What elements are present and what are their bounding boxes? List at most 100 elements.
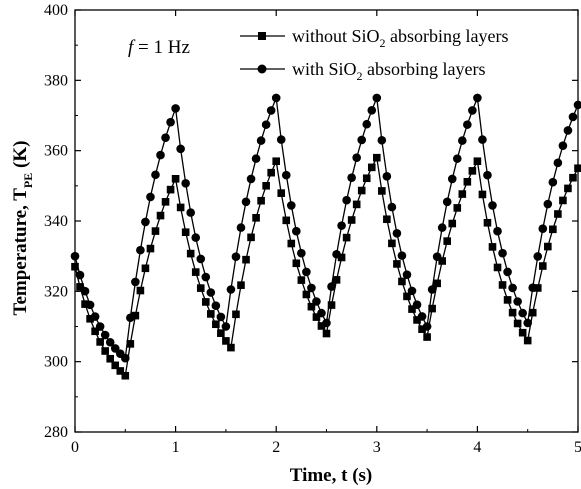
data-point xyxy=(317,322,326,330)
data-point xyxy=(417,312,427,321)
data-point xyxy=(297,276,306,284)
y-axis-label: Temperature, TPE (K) xyxy=(10,141,35,316)
data-point xyxy=(463,120,472,129)
data-point xyxy=(493,263,502,272)
data-point xyxy=(337,253,346,262)
data-point xyxy=(362,174,371,183)
data-point xyxy=(257,196,265,205)
legend-label: with SiO2 absorbing layers xyxy=(292,59,485,83)
data-point xyxy=(237,281,245,289)
data-point xyxy=(327,282,336,291)
data-point xyxy=(442,197,452,207)
data-point xyxy=(201,298,210,306)
data-point xyxy=(286,201,296,210)
data-point xyxy=(378,187,386,195)
data-point xyxy=(397,251,407,260)
data-point xyxy=(528,308,537,317)
data-point xyxy=(307,302,316,311)
data-point xyxy=(538,262,547,270)
data-point xyxy=(468,106,477,115)
data-point xyxy=(458,136,467,145)
data-point xyxy=(337,221,346,230)
data-point xyxy=(357,186,366,195)
data-point xyxy=(518,308,527,318)
data-point xyxy=(483,218,492,227)
data-point xyxy=(543,199,553,209)
data-point xyxy=(418,325,426,333)
data-point xyxy=(312,297,321,306)
data-point xyxy=(186,249,195,258)
data-point xyxy=(236,223,246,232)
data-point xyxy=(342,195,351,205)
data-point xyxy=(312,313,321,321)
data-point xyxy=(76,283,84,291)
data-point xyxy=(503,296,512,304)
series-without-sio2 xyxy=(71,153,581,380)
data-point xyxy=(121,371,130,380)
data-point xyxy=(413,316,421,324)
data-point xyxy=(86,314,94,323)
data-point xyxy=(196,254,206,264)
data-point xyxy=(508,308,517,317)
data-point xyxy=(292,259,301,268)
data-point xyxy=(262,181,270,190)
data-point xyxy=(85,300,95,310)
data-point xyxy=(111,361,120,370)
data-point xyxy=(212,320,220,329)
data-point xyxy=(166,185,175,194)
data-point xyxy=(488,201,497,210)
data-point xyxy=(388,239,396,248)
data-point xyxy=(156,211,165,220)
data-point xyxy=(563,126,573,135)
data-point xyxy=(105,337,115,347)
data-point xyxy=(171,104,180,113)
legend-label: without SiO2 absorbing layers xyxy=(292,26,508,50)
data-point xyxy=(151,170,160,180)
data-point xyxy=(272,157,280,166)
data-point xyxy=(382,172,392,181)
data-point xyxy=(423,333,431,341)
data-point xyxy=(453,204,462,212)
data-point xyxy=(90,312,100,321)
data-point xyxy=(483,170,492,180)
legend-item-0: without SiO2 absorbing layers xyxy=(240,26,508,50)
data-point xyxy=(468,167,477,175)
x-tick-label-0: 0 xyxy=(71,439,79,456)
data-point xyxy=(126,313,135,323)
data-point xyxy=(473,157,482,166)
y-tick-label-5: 380 xyxy=(44,72,68,89)
data-point xyxy=(166,117,175,127)
data-point xyxy=(554,210,562,218)
data-point xyxy=(242,255,250,264)
data-point xyxy=(538,224,548,233)
axis-layer: 0 1 2 3 4 5 280 300 320 340 360 380 400 xyxy=(44,2,581,456)
data-point xyxy=(261,120,271,129)
data-point xyxy=(427,285,437,294)
data-point xyxy=(437,223,447,232)
data-point xyxy=(176,203,185,212)
x-tick-label-1: 1 xyxy=(172,439,180,456)
data-point xyxy=(146,244,155,253)
y-tick-label-3: 340 xyxy=(44,213,68,230)
data-point xyxy=(367,163,376,172)
data-point xyxy=(322,329,331,338)
data-point xyxy=(549,225,557,234)
data-point xyxy=(191,268,200,276)
data-point xyxy=(156,150,165,160)
frequency-annotation: f = 1 Hz xyxy=(128,37,190,58)
data-point xyxy=(246,174,256,184)
data-point xyxy=(96,338,104,346)
data-point xyxy=(533,284,542,292)
data-point xyxy=(408,305,416,313)
data-point xyxy=(281,170,291,180)
data-point xyxy=(533,252,543,261)
y-tick-label-1: 300 xyxy=(44,354,68,371)
data-point xyxy=(161,133,170,142)
data-point xyxy=(498,248,507,258)
data-point xyxy=(302,290,311,299)
data-point xyxy=(271,93,281,103)
data-point xyxy=(241,197,251,207)
data-point xyxy=(217,329,225,337)
data-point xyxy=(95,322,105,331)
data-point xyxy=(100,330,110,340)
